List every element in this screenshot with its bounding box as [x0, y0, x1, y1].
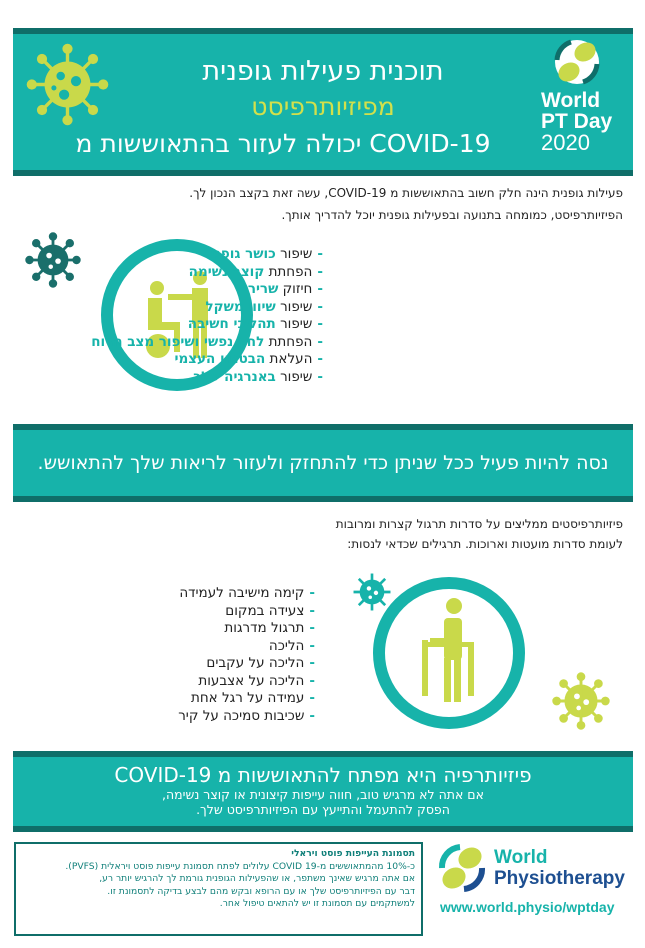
logo-physio-text: Physiotherapy — [494, 868, 625, 889]
pvfs-note-box: תסמונת העייפות פוסט ויראלי כ-10% מהמתאוש… — [14, 842, 423, 936]
benefits-list: -שיפור כושר גופני -הפחתת קוצר נשימה -חיז… — [91, 246, 323, 386]
activity-banner: נסה להיות פעיל ככל שניתן כדי להתחזק ולעז… — [13, 424, 633, 502]
benefit-item: -העלאת הבטחון העצמי — [174, 351, 324, 367]
key-sub-2: הפסק להתעמל והתייעץ עם הפיזיותרפיסט שלך. — [196, 802, 450, 817]
pvfs-note-line: כ-10% מהמתאוששים מ-COVID 19 עלולים לפתח … — [65, 860, 415, 872]
virus-icon-lime — [552, 672, 610, 730]
exercise-item: -עמידה על רגל אחת — [190, 690, 315, 706]
virus-icon — [26, 43, 109, 126]
logo-icon — [554, 39, 600, 85]
pvfs-note-line: למשתקמים עם תסמונת זו יש להתאים טיפול אח… — [219, 898, 415, 909]
key-sub-1: אם אתה לא מרגיש טוב, חווה עייפות קיצונית… — [162, 787, 484, 802]
benefit-item: -חיזוק שרירי — [243, 281, 323, 297]
exercise-item: -הליכה על עקבים — [206, 655, 315, 671]
logo-year: 2020 — [541, 130, 590, 155]
exercise-intro-2: לעומת סדרות מועטות וארוכות. תרגילים שכדא… — [347, 537, 623, 551]
world-physio-logo-icon — [438, 844, 486, 892]
exercise-item: -שכיבות סמיכה על קיר — [178, 707, 315, 724]
pvfs-note-title: תסמונת העייפות פוסט ויראלי — [291, 848, 415, 859]
header-banner: תוכנית פעילות גופנית מפיזיותרפיסט יכולה … — [13, 28, 633, 176]
exercise-intro-1: פיזיותרפיסטים ממליצים על סדרות תרגול קצר… — [335, 517, 623, 531]
key-banner: פיזיותרפיה היא מפתח להתאוששות מ COVID-19… — [13, 751, 633, 832]
logo-world-text: World — [494, 847, 548, 868]
benefit-item: -שיפור שיווי משקל — [205, 298, 323, 315]
header-line3: יכולה לעזור בהתאוששות מ COVID-19 — [75, 129, 491, 158]
exercise-list: -קימה מישיבה לעמידה -צעידה במקום -תרגול … — [150, 585, 315, 725]
benefit-item: -שיפור תהליכי חשיבה — [187, 316, 323, 332]
virus-icon-dark — [25, 232, 81, 288]
exercise-item: -הליכה — [268, 637, 315, 654]
exercise-item: -צעידה במקום — [225, 602, 315, 619]
activity-banner-text: נסה להיות פעיל ככל שניתן כדי להתחזק ולעז… — [37, 452, 609, 474]
physio-wheelchair-illustration — [101, 239, 253, 391]
key-title: פיזיותרפיה היא מפתח להתאוששות מ COVID-19 — [114, 763, 532, 787]
pvfs-note-line: דבר עם הפיזיותרפיסט שלך או עם הרופא ובקש… — [107, 885, 415, 897]
header-title: תוכנית פעילות גופנית — [202, 56, 444, 87]
benefit-item: -שיפור באנרגיה שלך — [193, 368, 323, 385]
world-pt-day-logo: World PT Day 2020 — [541, 38, 619, 154]
header-subtitle: מפיזיותרפיסט — [251, 92, 395, 121]
intro-line-2: הפיזיותרפיסט, כמומחה בתנועה ובפעילות גופ… — [281, 208, 623, 222]
benefit-item: -הפחתת קוצר נשימה — [188, 263, 323, 280]
logo-world: World — [541, 89, 601, 112]
website-link[interactable]: www.world.physio/wptday — [440, 899, 615, 915]
walker-illustration — [373, 577, 525, 729]
intro-line-1: פעילות גופנית הינה חלק חשוב בהתאוששות מ … — [189, 186, 623, 200]
virus-icon-teal — [353, 573, 391, 611]
benefit-item: -הפחתת לחץ נפשי ושיפור מצב הרוח — [91, 333, 323, 350]
exercise-item: -קימה מישיבה לעמידה — [179, 585, 315, 601]
logo-pt-day: PT Day — [541, 110, 613, 133]
exercise-item: -הליכה על אצבעות — [198, 672, 315, 689]
benefit-item: -שיפור כושר גופני — [210, 246, 323, 262]
pvfs-note-line: אם אתה מרגיש שאינך משתפר, או שהפעילות הג… — [99, 873, 415, 884]
exercise-item: -תרגול מדרגות — [224, 620, 315, 636]
